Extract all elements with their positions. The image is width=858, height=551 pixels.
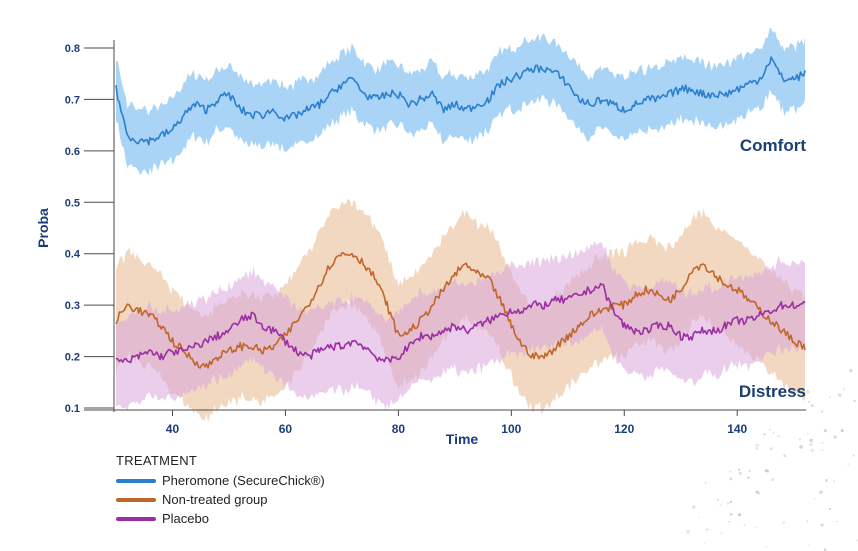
line-placebo xyxy=(115,282,806,364)
legend-label-non-treated: Non-treated group xyxy=(162,492,268,507)
y-tick-label: 0.3 xyxy=(65,300,80,312)
y-axis-title: Proba xyxy=(35,208,51,248)
legend-swatch-non-treated xyxy=(116,497,156,502)
y-tick-label: 0.7 xyxy=(65,94,80,106)
x-tick-label: 140 xyxy=(727,422,747,436)
annotation-distress: Distress xyxy=(739,382,806,401)
y-tick-label: 0.8 xyxy=(65,43,80,55)
legend-swatch-placebo xyxy=(116,516,156,521)
plot-area xyxy=(115,27,806,423)
x-tick-label: 80 xyxy=(392,422,406,436)
y-tick-label: 0.4 xyxy=(65,249,81,261)
line-non-treated xyxy=(115,252,806,369)
x-tick-label: 60 xyxy=(279,422,293,436)
annotation-comfort: Comfort xyxy=(740,136,806,155)
legend-item-non-treated: Non-treated group xyxy=(116,490,325,509)
band-placebo xyxy=(116,241,805,411)
legend-swatch-pheromone xyxy=(116,478,156,483)
legend-label-placebo: Placebo xyxy=(162,511,209,526)
y-tick-label: 0.6 xyxy=(65,146,80,158)
legend-label-pheromone: Pheromone (SecureChick®) xyxy=(162,473,325,488)
legend-item-placebo: Placebo xyxy=(116,509,325,528)
y-tick-label: 0.5 xyxy=(65,197,80,209)
x-tick-label: 120 xyxy=(614,422,634,436)
y-tick-label: 0.2 xyxy=(65,352,80,364)
line-pheromone xyxy=(115,56,806,146)
x-axis-title: Time xyxy=(446,431,479,447)
y-tick-label: 0.1 xyxy=(65,403,80,415)
legend-item-pheromone: Pheromone (SecureChick®) xyxy=(116,471,325,490)
band-pheromone xyxy=(116,27,805,176)
axes xyxy=(84,40,806,412)
x-tick-label: 40 xyxy=(166,422,180,436)
legend: TREATMENT Pheromone (SecureChick®) Non-t… xyxy=(116,453,325,528)
x-tick-label: 100 xyxy=(501,422,521,436)
ticks: 0.1 0.2 0.3 0.4 0.5 0.6 0.7 0.8 40 60 80 100 120 140 xyxy=(65,43,748,436)
legend-title: TREATMENT xyxy=(116,453,198,468)
